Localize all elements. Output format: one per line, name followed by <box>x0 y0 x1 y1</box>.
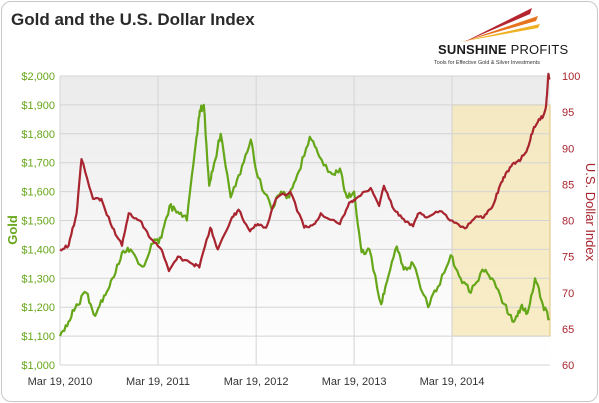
right-tick-label: 90 <box>562 143 574 155</box>
logo-rays-icon <box>460 8 540 42</box>
x-tick-label: Mar 19, 2013 <box>322 376 387 388</box>
x-tick-label: Mar 19, 2012 <box>224 376 289 388</box>
left-tick-label: $1,400 <box>21 244 55 256</box>
left-axis-label: Gold <box>5 215 20 245</box>
right-tick-label: 80 <box>562 216 574 228</box>
left-tick-label: $2,000 <box>21 71 55 83</box>
logo-tagline: Tools for Effective Gold & Silver Invest… <box>434 60 540 66</box>
left-tick-label: $1,900 <box>21 100 55 112</box>
gold-price-line <box>58 103 550 337</box>
left-tick-label: $1,100 <box>21 331 55 343</box>
left-tick-label: $1,700 <box>21 158 55 170</box>
right-tick-label: 85 <box>562 179 574 191</box>
dollar-index-line <box>59 72 551 273</box>
x-tick-label: Mar 19, 2010 <box>28 376 93 388</box>
logo-name-light: PROFITS <box>506 42 569 57</box>
left-tick-label: $1,600 <box>21 187 55 199</box>
left-tick-label: $1,000 <box>21 360 55 372</box>
x-tick-label: Mar 19, 2014 <box>420 376 485 388</box>
right-tick-label: 95 <box>562 107 574 119</box>
logo-wordmark: SUNSHINE PROFITS <box>438 42 568 57</box>
sunshine-profits-logo: SUNSHINE PROFITS Tools for Effective Gol… <box>420 8 590 72</box>
right-tick-label: 70 <box>562 288 574 300</box>
right-tick-label: 65 <box>562 324 574 336</box>
chart-title: Gold and the U.S. Dollar Index <box>11 10 255 29</box>
right-tick-label: 60 <box>562 360 574 372</box>
right-axis-label: U.S. Dollar Index <box>583 163 598 262</box>
logo-name-bold: SUNSHINE <box>438 42 507 57</box>
left-tick-label: $1,800 <box>21 129 55 141</box>
x-tick-label: Mar 19, 2011 <box>126 376 190 388</box>
left-tick-label: $1,500 <box>21 216 55 228</box>
left-tick-label: $1,300 <box>21 273 55 285</box>
right-tick-label: 100 <box>562 71 580 83</box>
left-tick-label: $1,200 <box>21 302 55 314</box>
right-tick-label: 75 <box>562 252 574 264</box>
